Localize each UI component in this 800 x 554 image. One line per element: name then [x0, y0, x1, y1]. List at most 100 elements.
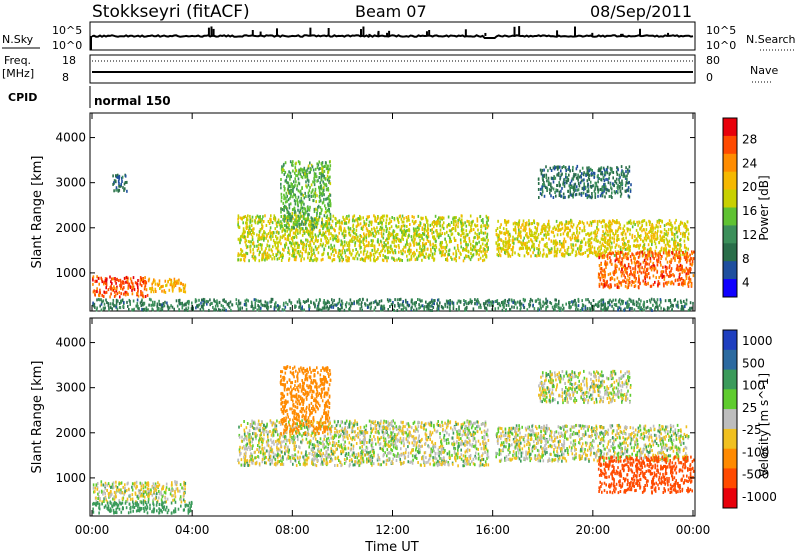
scatter-cell: [553, 254, 556, 258]
scatter-cell: [277, 308, 279, 312]
scatter-cell: [424, 225, 427, 229]
scatter-cell: [543, 228, 546, 232]
scatter-cell: [630, 271, 632, 275]
scatter-cell: [608, 219, 611, 223]
scatter-cell: [593, 172, 596, 175]
scatter-cell: [659, 230, 662, 234]
scatter-cell: [448, 253, 451, 257]
scatter-cell: [474, 235, 476, 239]
scatter-cell: [584, 243, 587, 247]
scatter-cell: [520, 230, 522, 234]
scatter-cell: [474, 231, 476, 235]
scatter-cell: [484, 306, 487, 310]
scatter-cell: [602, 283, 604, 287]
scatter-cell: [577, 298, 580, 302]
scatter-cell: [517, 252, 520, 256]
scatter-cell: [626, 221, 628, 225]
scatter-cell: [348, 233, 351, 237]
scatter-cell: [602, 285, 605, 289]
scatter-cell: [135, 304, 138, 308]
scatter-cell: [100, 302, 103, 306]
scatter-cell: [565, 302, 567, 306]
scatter-cell: [684, 279, 686, 283]
scatter-cell: [525, 223, 528, 227]
scatter-cell: [604, 281, 607, 285]
scatter-cell: [275, 234, 277, 238]
scatter-cell: [213, 298, 215, 302]
scatter-cell: [618, 221, 620, 225]
scatter-cell: [594, 229, 596, 233]
scatter-cell: [658, 282, 661, 286]
scatter-cell: [363, 249, 366, 253]
scatter-cell: [654, 301, 657, 305]
scatter-cell: [432, 242, 434, 246]
scatter-cell: [597, 228, 600, 232]
scatter-cell: [480, 224, 483, 228]
scatter-cell: [428, 307, 430, 311]
scatter-cell: [599, 168, 602, 172]
scatter-cell: [596, 303, 598, 307]
scatter-cell: [475, 249, 478, 253]
scatter-cell: [545, 254, 548, 258]
scatter-cell: [533, 246, 536, 250]
scatter-cell: [110, 284, 112, 288]
scatter-cell: [352, 218, 354, 222]
scatter-cell: [429, 308, 432, 312]
scatter-cell: [295, 255, 298, 259]
scatter-cell: [347, 226, 350, 230]
scatter-cell: [336, 220, 339, 224]
scatter-cell: [470, 252, 472, 255]
scatter-cell: [374, 234, 376, 238]
scatter-cell: [600, 253, 602, 257]
scatter-cell: [486, 242, 488, 246]
scatter-cell: [264, 231, 266, 235]
scatter-cell: [643, 253, 645, 257]
scatter-cell: [291, 254, 293, 257]
scatter-cell: [586, 196, 589, 200]
scatter-cell: [259, 228, 262, 232]
scatter-cell: [650, 297, 653, 301]
scatter-cell: [266, 251, 269, 255]
scatter-cell: [684, 282, 686, 286]
scatter-cell: [641, 229, 643, 233]
scatter-cell: [569, 188, 571, 192]
scatter-cell: [672, 304, 674, 308]
scatter-cell: [644, 246, 646, 250]
scatter-cell: [127, 281, 129, 284]
scatter-cell: [496, 227, 499, 230]
scatter-cell: [573, 174, 576, 178]
scatter-cell: [649, 266, 652, 270]
scatter-cell: [609, 278, 612, 282]
scatter-cell: [672, 273, 674, 276]
scatter-cell: [678, 229, 681, 233]
scatter-cell: [321, 244, 324, 248]
scatter-cell: [561, 186, 563, 190]
scatter-cell: [684, 305, 686, 308]
scatter-cell: [446, 225, 448, 229]
scatter-cell: [677, 243, 679, 247]
scatter-cell: [626, 266, 629, 270]
scatter-cell: [375, 299, 377, 303]
scatter-cell: [622, 265, 624, 269]
scatter-cell: [284, 200, 287, 204]
scatter-cell: [325, 306, 327, 310]
scatter-cell: [257, 239, 259, 243]
scatter-cell: [318, 229, 321, 233]
scatter-cell: [322, 233, 324, 237]
scatter-cell: [604, 185, 607, 189]
scatter-cell: [590, 173, 593, 177]
scatter-cell: [472, 307, 475, 311]
scatter-cell: [580, 191, 583, 195]
scatter-cell: [570, 184, 573, 188]
scatter-cell: [381, 214, 384, 218]
scatter-cell: [362, 258, 365, 262]
scatter-cell: [122, 186, 124, 190]
scatter-cell: [359, 246, 361, 250]
scatter-cell: [113, 285, 115, 289]
scatter-cell: [586, 190, 589, 194]
scatter-cell: [619, 302, 622, 306]
scatter-cell: [393, 238, 396, 242]
scatter-cell: [239, 306, 241, 310]
scatter-cell: [500, 247, 502, 251]
scatter-cell: [580, 241, 582, 245]
